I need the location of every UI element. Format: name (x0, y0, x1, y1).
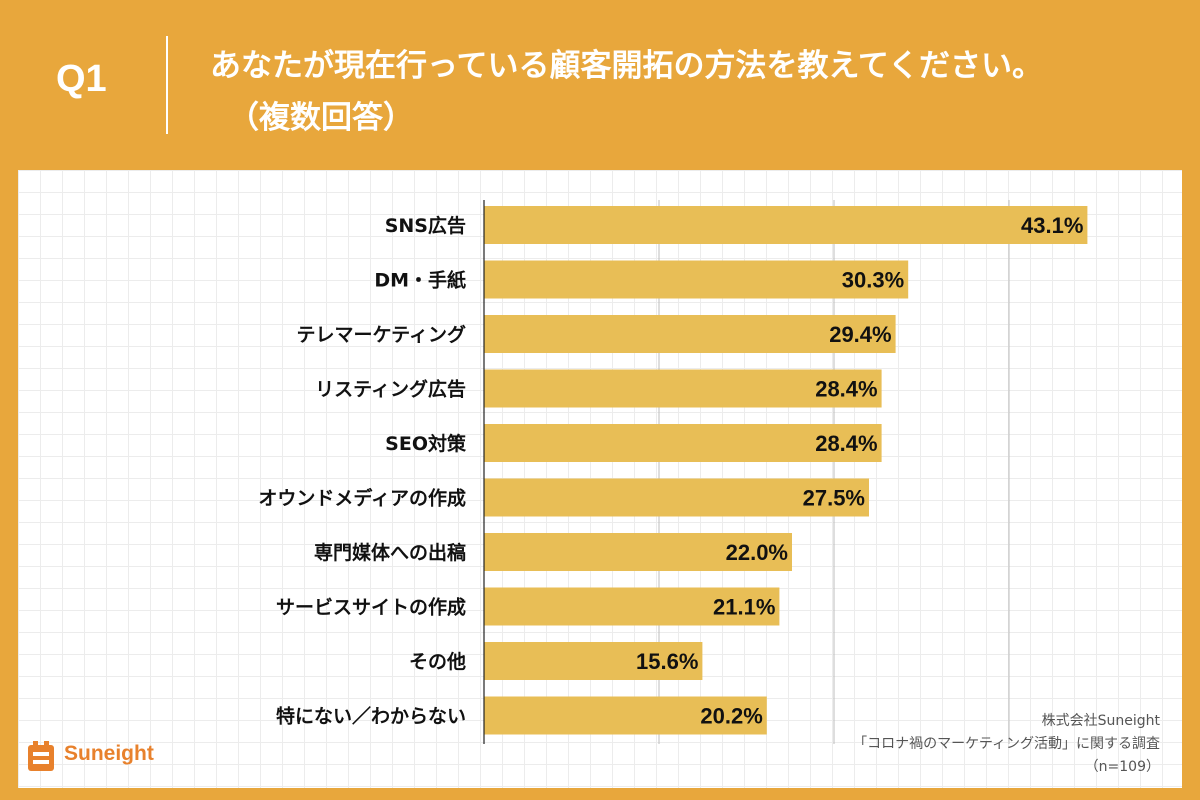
question-title-line2: （複数回答） (228, 100, 414, 136)
bar (484, 315, 896, 353)
source-company: 株式会社Suneight (1041, 713, 1160, 729)
logo-text: Suneight (64, 742, 154, 765)
bar-chart: SNS広告 43.1% DM・手紙 30.3% テレマーケティング 29.4% リスティング… (258, 200, 1088, 744)
category-label: リスティング広告 (315, 378, 466, 401)
category-label: DM・手紙 (374, 269, 466, 292)
bar (484, 369, 882, 408)
data-label: 29.4% (829, 322, 891, 347)
category-label: オウンドメディアの作成 (258, 487, 466, 510)
data-label: 28.4% (815, 431, 877, 456)
source-sample-size: （n=109） (1084, 759, 1160, 775)
data-label: 21.1% (713, 595, 775, 620)
category-label: テレマーケティング (297, 323, 466, 346)
chart-panel: SNS広告 43.1% DM・手紙 30.3% テレマーケティング 29.4% リスティング… (18, 170, 1182, 788)
data-label: 27.5% (803, 486, 865, 511)
bar (484, 260, 909, 299)
data-label: 22.0% (726, 540, 788, 565)
source-survey: 「コロナ禍のマーケティング活動」に関する調査 (853, 736, 1160, 752)
header-divider (166, 36, 168, 134)
bar (484, 478, 869, 517)
logo-icon (28, 741, 54, 771)
data-label: 28.4% (815, 377, 877, 402)
source-note: 株式会社Suneight 「コロナ禍のマーケティング活動」に関する調査 （n=1… (853, 710, 1160, 779)
data-label: 15.6% (636, 649, 698, 674)
question-title-line1: あなたが現在行っている顧客開拓の方法を教えてください。 (210, 48, 1043, 84)
data-label: 43.1% (1021, 213, 1083, 238)
category-label: 専門媒体への出稿 (314, 541, 466, 564)
category-label: サービスサイトの作成 (276, 596, 466, 619)
data-label: 20.2% (700, 704, 762, 729)
suneight-logo: Suneight (24, 738, 164, 778)
bar (484, 424, 882, 462)
bar (484, 533, 792, 571)
data-label: 30.3% (842, 268, 904, 293)
question-title: あなたが現在行っている顧客開拓の方法を教えてください。 （複数回答） (210, 40, 1043, 144)
bar (484, 587, 780, 626)
bar (484, 696, 767, 735)
header: Q1 あなたが現在行っている顧客開拓の方法を教えてください。 （複数回答） (0, 0, 1200, 168)
bar (484, 642, 703, 680)
bar (484, 206, 1088, 244)
question-number: Q1 (56, 58, 107, 100)
category-label: その他 (409, 650, 466, 673)
category-label: SNS広告 (385, 214, 466, 237)
category-label: SEO対策 (385, 432, 467, 455)
category-label: 特にない／わからない (276, 705, 466, 728)
